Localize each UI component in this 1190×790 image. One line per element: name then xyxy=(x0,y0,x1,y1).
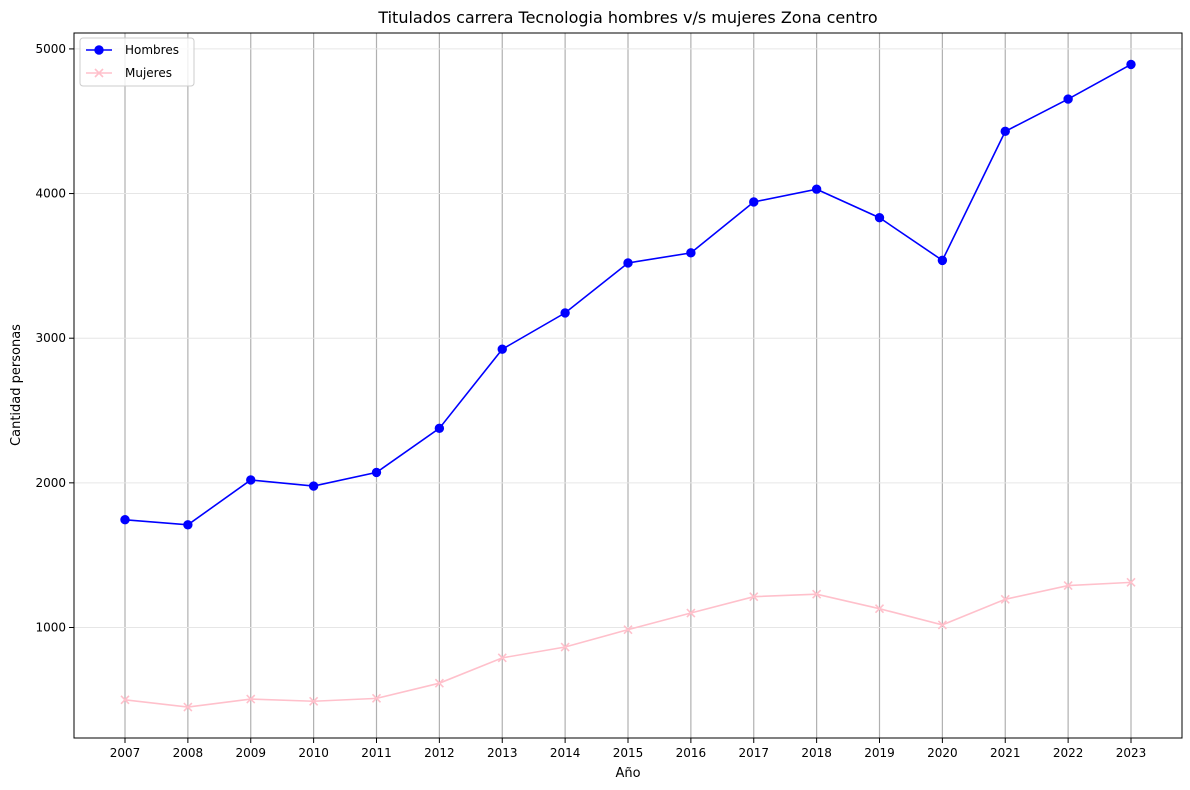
data-point-hombres xyxy=(686,248,696,258)
marker-stroke xyxy=(812,589,822,599)
x-tick-label: 2023 xyxy=(1116,746,1147,760)
marker-stroke xyxy=(749,592,759,602)
marker-stroke xyxy=(497,653,507,663)
data-point-mujeres xyxy=(246,694,256,704)
data-point-mujeres xyxy=(937,620,947,630)
legend-marker-mujeres xyxy=(94,68,104,78)
marker-stroke xyxy=(183,702,193,712)
data-point-mujeres xyxy=(812,589,822,599)
data-point-hombres xyxy=(1126,59,1136,70)
chart-title: Titulados carrera Tecnologia hombres v/s… xyxy=(377,8,877,27)
axes: 2007 2008 2009 2010 2011 2012 2013 2014 2015 2016… xyxy=(35,42,1146,760)
x-tick-label: 2012 xyxy=(424,746,455,760)
x-tick-label: 2011 xyxy=(361,746,392,760)
grid-lines xyxy=(74,33,1182,738)
x-tick-label: 2019 xyxy=(864,746,895,760)
legend-label-mujeres: Mujeres xyxy=(125,66,172,80)
x-tick-label: 2009 xyxy=(235,746,266,760)
data-point-hombres xyxy=(1063,94,1073,104)
x-tick-label: 2007 xyxy=(110,746,141,760)
marker-stroke xyxy=(686,608,696,618)
data-point-mujeres xyxy=(1063,580,1073,591)
data-point-mujeres xyxy=(434,678,444,688)
data-point-hombres xyxy=(497,344,507,354)
y-tick-label: 4000 xyxy=(35,187,66,201)
data-point-mujeres xyxy=(309,696,319,706)
marker-stroke xyxy=(94,68,104,78)
marker-stroke xyxy=(434,678,444,688)
marker-stroke xyxy=(120,695,130,705)
x-tick-label: 2022 xyxy=(1053,746,1084,760)
data-point-mujeres xyxy=(1126,577,1136,587)
data-point-hombres xyxy=(308,481,319,491)
x-tick-label: 2021 xyxy=(990,746,1021,760)
marker-stroke xyxy=(309,696,319,706)
data-point-mujeres xyxy=(371,693,382,703)
x-tick-label: 2014 xyxy=(550,746,581,760)
data-point-hombres xyxy=(874,213,885,223)
data-point-mujeres xyxy=(749,592,759,602)
x-tick-label: 2020 xyxy=(927,746,958,760)
data-point-mujeres xyxy=(560,642,570,652)
marker-stroke xyxy=(1126,577,1136,587)
data-point-hombres xyxy=(120,515,130,525)
data-point-hombres xyxy=(623,258,633,268)
y-tick-label: 1000 xyxy=(35,620,66,634)
data-point-hombres xyxy=(749,197,759,207)
data-point-hombres xyxy=(246,475,256,485)
data-point-mujeres xyxy=(1000,594,1010,604)
data-point-hombres xyxy=(1000,126,1010,137)
marker-stroke xyxy=(1000,594,1010,604)
legend: Hombres Mujeres xyxy=(79,37,195,87)
data-point-hombres xyxy=(371,467,382,478)
marker-stroke xyxy=(246,694,256,704)
data-point-mujeres xyxy=(183,702,193,712)
x-tick-label: 2017 xyxy=(738,746,769,760)
data-point-mujeres xyxy=(686,608,696,618)
data-point-mujeres xyxy=(497,653,507,663)
marker-stroke xyxy=(874,604,885,614)
marker-stroke xyxy=(560,642,570,652)
x-tick-label: 2010 xyxy=(298,746,329,760)
data-point-hombres xyxy=(937,255,948,266)
data-point-hombres xyxy=(560,308,570,318)
data-point-mujeres xyxy=(874,604,885,614)
data-point-hombres xyxy=(811,184,822,194)
x-tick-label: 2016 xyxy=(676,746,707,760)
x-tick-label: 2018 xyxy=(801,746,832,760)
x-axis-label: Año xyxy=(615,766,640,781)
marker-stroke xyxy=(937,620,947,630)
data-point-mujeres xyxy=(623,625,633,635)
x-tick-label: 2015 xyxy=(613,746,644,760)
data-point-hombres xyxy=(434,423,445,434)
y-tick-label: 3000 xyxy=(35,331,66,345)
marker-stroke xyxy=(371,693,382,703)
series-layer xyxy=(120,59,1136,712)
marker-stroke xyxy=(623,625,633,635)
data-point-hombres xyxy=(183,520,193,530)
legend-label-hombres: Hombres xyxy=(125,43,179,57)
y-tick-label: 5000 xyxy=(35,42,66,56)
y-axis-label: Cantidad personas xyxy=(9,324,24,446)
y-tick-label: 2000 xyxy=(35,476,66,490)
marker-stroke xyxy=(1063,580,1073,591)
data-point-mujeres xyxy=(120,695,130,705)
x-tick-label: 2013 xyxy=(487,746,518,760)
legend-marker-hombres xyxy=(94,45,104,55)
x-tick-label: 2008 xyxy=(173,746,204,760)
